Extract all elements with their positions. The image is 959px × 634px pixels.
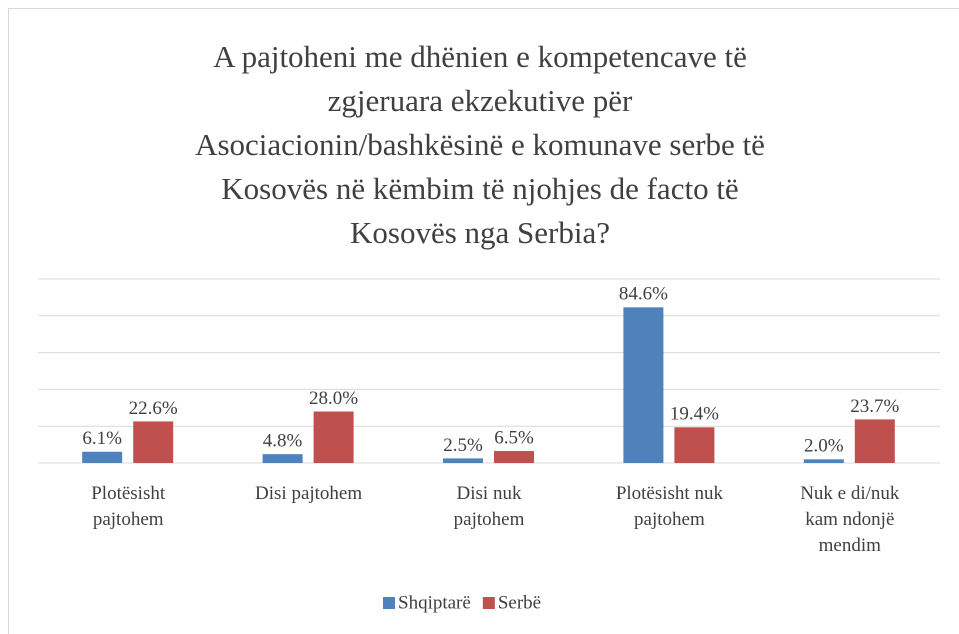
data-label: 19.4% bbox=[670, 404, 719, 425]
bar bbox=[854, 419, 895, 463]
data-label: 2.0% bbox=[804, 436, 844, 457]
chart-title: zgjeruara ekzekutive për bbox=[328, 83, 633, 118]
bar bbox=[262, 454, 303, 463]
bar bbox=[313, 411, 354, 463]
data-label: 22.6% bbox=[129, 398, 178, 419]
data-label: 6.1% bbox=[82, 428, 122, 449]
bar bbox=[623, 307, 664, 463]
legend-label: Serbë bbox=[498, 592, 541, 613]
legend-label: Shqiptarë bbox=[398, 592, 471, 613]
bar bbox=[443, 458, 483, 463]
legend-swatch bbox=[383, 597, 395, 609]
data-label: 84.6% bbox=[619, 284, 668, 305]
data-label: 28.0% bbox=[309, 388, 358, 409]
chart-title: A pajtoheni me dhënien e kompetencave të bbox=[213, 39, 747, 74]
data-label: 6.5% bbox=[494, 427, 534, 448]
legend-swatch bbox=[482, 597, 495, 609]
bar bbox=[803, 459, 844, 463]
x-tick-label: Disi nuk pajtohem bbox=[453, 483, 525, 530]
x-tick-label: Nuk e di/nuk kam ndonjë mendim bbox=[800, 483, 900, 556]
chart-title: Kosovës nga Serbia? bbox=[350, 215, 610, 250]
bar bbox=[674, 427, 715, 463]
bar bbox=[82, 451, 123, 463]
bar bbox=[133, 421, 174, 463]
x-tick-label: Plotësisht pajtohem bbox=[91, 483, 166, 530]
x-tick-label: Disi pajtohem bbox=[255, 483, 363, 504]
chart-title: Kosovës në këmbim të njohjes de facto të bbox=[221, 171, 738, 206]
data-label: 23.7% bbox=[850, 396, 899, 417]
data-label: 2.5% bbox=[443, 435, 483, 456]
chart-border bbox=[8, 8, 959, 634]
bar bbox=[494, 451, 534, 463]
chart-title: Asociacionin/bashkësinë e komunave serbe… bbox=[195, 127, 765, 162]
x-tick-label: Plotësisht nuk pajtohem bbox=[615, 483, 723, 530]
data-label: 4.8% bbox=[263, 431, 303, 452]
